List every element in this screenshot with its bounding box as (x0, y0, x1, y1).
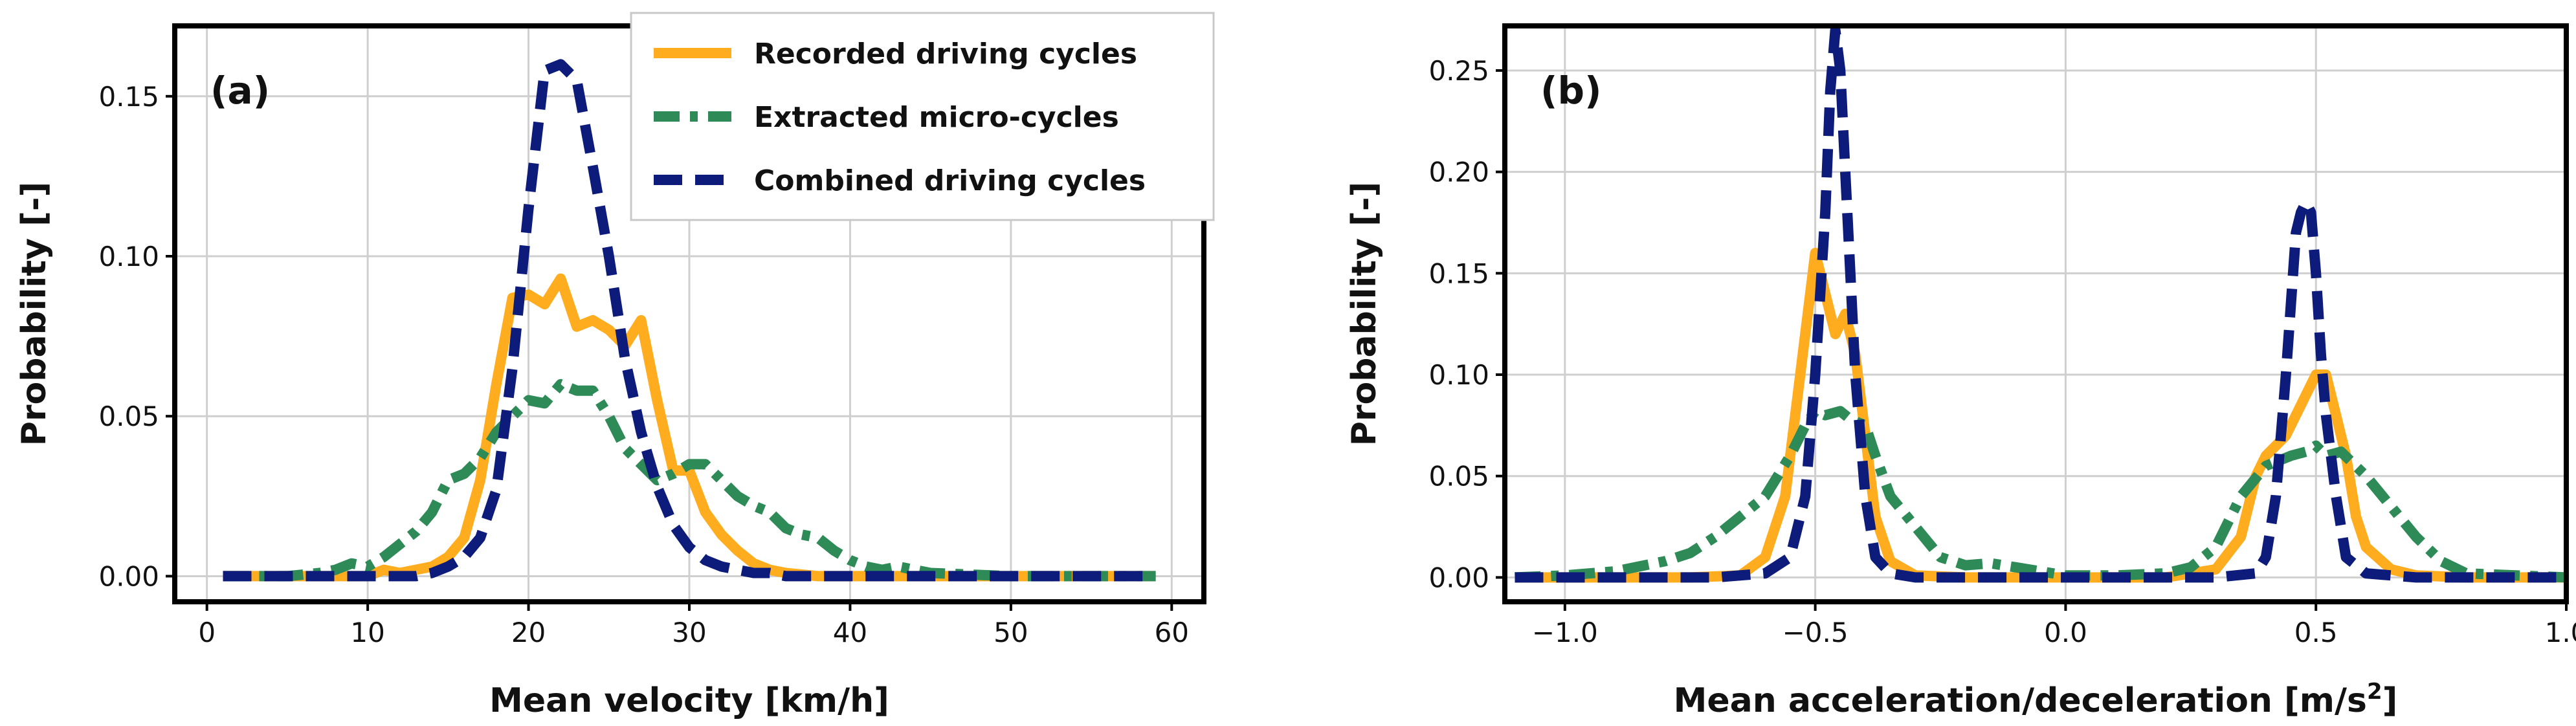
y-tick-label: 0.05 (98, 401, 159, 432)
y-tick-label: 0.00 (1428, 562, 1489, 593)
panel-label: (a) (210, 69, 270, 113)
series-line-extracted-micro-cycles (1515, 406, 2567, 583)
x-tick-label: 60 (1155, 617, 1189, 648)
x-tick-label: −1.0 (1532, 617, 1598, 648)
y-tick-label: 0.15 (98, 81, 159, 113)
x-axis-label-suffix: ] (2382, 681, 2398, 720)
y-tick-label: 0.00 (98, 560, 159, 592)
legend-entry-1: Recorded driving cycles (754, 38, 1137, 71)
y-tick-label: 0.25 (1428, 55, 1489, 87)
chart-panel-a: 0 10 20 30 40 50 60 0.00 0.05 0.10 0.15 Mean veloci… (15, 12, 1215, 720)
chart-panel-b: −1.0 −0.5 0.0 0.5 1.0 0.00 0.05 0.10 0.15 0.20 0.2… (1345, 23, 2576, 720)
x-tick-label: 1.0 (2545, 617, 2576, 648)
x-axis-label-superscript: 2 (2367, 679, 2382, 705)
y-tick-label: 0.10 (98, 241, 159, 272)
legend-entry-2: Extracted micro-cycles (754, 101, 1119, 134)
y-tick-label: 0.10 (1428, 359, 1489, 391)
panel-label: (b) (1540, 69, 1602, 113)
x-tick-label: −0.5 (1782, 617, 1849, 648)
x-tick-label: 20 (511, 617, 546, 648)
x-tick-label: 0.0 (2044, 617, 2087, 648)
axes-frame (1502, 23, 2569, 604)
y-tick-label: 0.20 (1428, 157, 1489, 188)
x-tick-label: 30 (672, 617, 706, 648)
series-line-combined-driving-cycles (223, 59, 1156, 582)
y-axis-label: Probability [-] (15, 182, 54, 446)
y-axis-label: Probability [-] (1345, 182, 1384, 446)
x-axis-label: Mean acceleration/deceleration [m/s2] (1674, 679, 2398, 720)
legend-entry-3: Combined driving cycles (754, 164, 1146, 197)
x-axis-label-text: Mean acceleration/deceleration [m/s (1674, 681, 2367, 720)
y-tick-label: 0.05 (1428, 461, 1489, 492)
x-axis-label: Mean velocity [km/h] (489, 681, 889, 720)
legend: Recorded driving cycles Extracted micro-c… (630, 12, 1215, 221)
x-tick-label: 50 (994, 617, 1028, 648)
series-line-combined-driving-cycles (1515, 25, 2566, 583)
x-tick-label: 0.5 (2294, 617, 2338, 648)
y-tick-label: 0.15 (1428, 258, 1489, 289)
x-tick-label: 10 (350, 617, 384, 648)
x-tick-label: 0 (198, 617, 216, 648)
x-tick-label: 40 (833, 617, 867, 648)
